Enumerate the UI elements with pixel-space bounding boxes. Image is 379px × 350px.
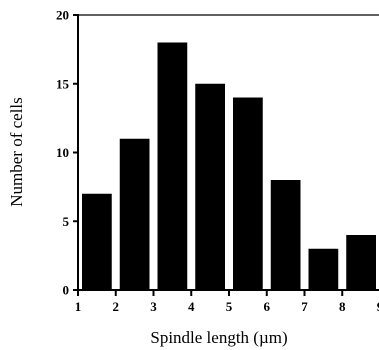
histogram-bar: [82, 193, 112, 290]
x-tick-label: 5: [226, 299, 233, 314]
histogram-bar: [195, 83, 225, 290]
y-ticks-group: 0 5 10 15 20: [56, 8, 78, 298]
y-tick-label: 20: [56, 8, 69, 23]
x-tick-label: 7: [301, 299, 308, 314]
histogram-bar: [308, 248, 339, 290]
histogram-bar: [233, 97, 263, 290]
histogram-bar: [119, 138, 150, 290]
x-tick-label: 3: [150, 299, 157, 314]
x-tick-label: 8: [339, 299, 346, 314]
histogram-bar: [157, 42, 188, 290]
y-tick-label: 15: [56, 76, 70, 91]
x-axis-label: Spindle length (µm): [150, 328, 287, 347]
histogram-bar: [270, 180, 301, 290]
y-tick-label: 10: [56, 145, 69, 160]
x-tick-label: 1: [75, 299, 82, 314]
y-tick-label: 0: [63, 283, 70, 298]
x-tick-label: 9: [377, 299, 379, 314]
x-ticks-group: 1 2 3 4 5 6 7 8 9: [75, 290, 379, 314]
y-axis-label: Number of cells: [7, 97, 26, 207]
x-tick-label: 2: [113, 299, 120, 314]
x-tick-label: 4: [188, 299, 195, 314]
histogram-bar: [346, 235, 376, 290]
x-tick-label: 6: [264, 299, 271, 314]
y-tick-label: 5: [63, 214, 70, 229]
bars-group: [82, 42, 376, 290]
